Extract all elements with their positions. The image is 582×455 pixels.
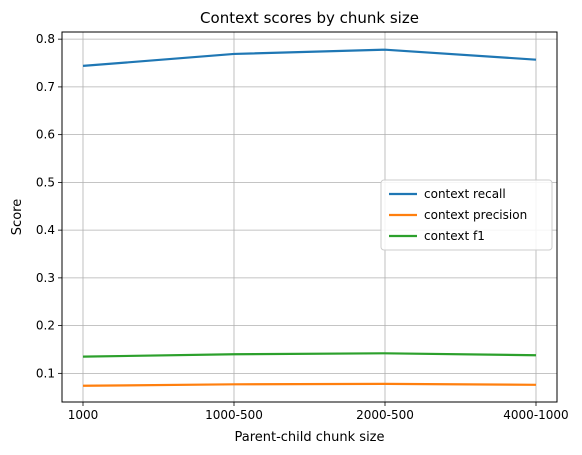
x-tick-label: 1000-500 [205, 408, 263, 422]
legend: context recall context precision context f… [380, 179, 553, 251]
y-tick-label: 0.7 [36, 80, 55, 94]
series-lines [82, 48, 537, 387]
series-line-context-f1 [82, 352, 537, 358]
chart-title: Context scores by chunk size [200, 9, 419, 27]
x-tick-label: 1000 [68, 408, 99, 422]
y-axis-label: Score [10, 199, 25, 235]
y-tick-label: 0.5 [36, 175, 55, 189]
axis-ticks: 1000 1000-500 2000-500 4000-1000 0.1 0.2 0.3 0.… [36, 32, 569, 422]
y-tick-label: 0.1 [36, 366, 55, 380]
legend-label: context recall [424, 187, 506, 201]
series-line-context-precision [82, 382, 537, 387]
y-tick-label: 0.6 [36, 128, 55, 142]
grid [62, 32, 557, 402]
y-tick-label: 0.3 [36, 271, 55, 285]
x-tick-label: 4000-1000 [503, 408, 568, 422]
legend-box [380, 179, 553, 251]
y-tick-label: 0.4 [36, 223, 55, 237]
x-tick-label: 2000-500 [356, 408, 414, 422]
x-axis-label: Parent-child chunk size [234, 430, 384, 445]
legend-label: context precision [424, 208, 527, 222]
plot-frame [61, 31, 558, 403]
y-tick-label: 0.2 [36, 319, 55, 333]
legend-label: context f1 [424, 229, 485, 243]
series-line-context-recall [82, 48, 537, 67]
y-tick-label: 0.8 [36, 32, 55, 46]
